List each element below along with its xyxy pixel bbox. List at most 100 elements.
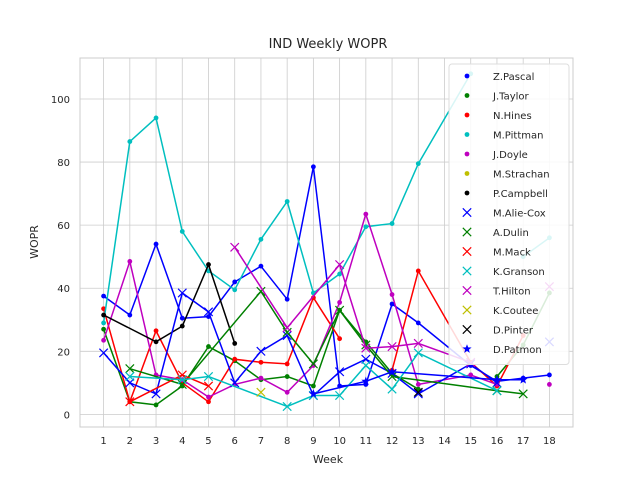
data-point [258, 359, 264, 365]
marker-stroke [462, 305, 472, 315]
legend-label: A.Dulin [493, 228, 529, 239]
data-point [258, 375, 264, 381]
x-tick-label: 4 [179, 436, 185, 447]
data-point [308, 359, 319, 369]
legend-marker [464, 151, 470, 157]
y-axis-label: WOPR [28, 225, 41, 259]
data-point [518, 374, 528, 384]
data-point [101, 326, 107, 332]
series-line [129, 290, 524, 395]
legend-item: A.Dulin [462, 227, 529, 239]
marker-stroke [177, 370, 187, 380]
y-tick-label: 60 [57, 221, 70, 232]
marker-stroke [203, 371, 214, 382]
marker-stroke [230, 242, 240, 252]
data-point [337, 336, 343, 342]
legend-label: M.Alie-Cox [493, 209, 546, 220]
data-point [413, 389, 423, 399]
x-tick-label: 9 [310, 436, 316, 447]
data-point [177, 370, 187, 380]
series-line [102, 73, 472, 324]
legend-item: M.Pittman [464, 131, 543, 142]
data-point [415, 382, 421, 387]
data-point [179, 323, 185, 329]
data-point [206, 394, 211, 400]
marker-stroke [256, 387, 266, 397]
marker-stroke [387, 341, 397, 352]
data-point [415, 268, 421, 274]
marker-stroke [334, 305, 345, 315]
data-point [153, 339, 159, 345]
series-k-granson [125, 348, 502, 412]
marker-stroke [334, 259, 345, 270]
data-point [284, 199, 290, 204]
series-k-coutee [256, 387, 266, 397]
x-tick-label: 7 [258, 436, 264, 447]
data-point [179, 229, 185, 234]
data-point [177, 375, 187, 385]
legend-marker [464, 112, 470, 118]
data-point [413, 338, 423, 349]
legend-marker [464, 132, 470, 137]
legend-label: D.Pinter [493, 326, 534, 337]
data-point [334, 390, 345, 401]
data-point [101, 320, 107, 326]
marker-stroke [98, 348, 109, 358]
legend-label: T.Hilton [492, 287, 531, 298]
marker-stroke [462, 324, 472, 335]
legend-marker [462, 227, 472, 237]
marker-stroke [282, 327, 292, 338]
data-point [153, 115, 159, 121]
marker-stroke [462, 246, 472, 257]
data-point [310, 383, 316, 389]
data-point [153, 241, 159, 247]
data-point [415, 320, 421, 326]
data-point [153, 402, 159, 408]
legend-marker [462, 344, 472, 353]
legend-item: D.Patmon [462, 344, 542, 356]
data-point [282, 323, 292, 333]
x-tick-label: 16 [491, 436, 504, 447]
marker-stroke [282, 401, 292, 412]
series-line [102, 296, 341, 405]
data-point [203, 371, 214, 382]
marker-stroke [125, 364, 135, 374]
marker-stroke [462, 227, 472, 237]
data-point [337, 271, 343, 277]
x-tick-label: 12 [386, 436, 399, 447]
data-point [492, 386, 502, 396]
legend-label: J.Doyle [492, 150, 528, 161]
data-point [282, 330, 292, 341]
x-tick-label: 14 [438, 436, 451, 447]
data-point [284, 389, 290, 395]
marker-stroke [492, 386, 502, 396]
data-point [546, 382, 552, 387]
data-point [232, 356, 238, 362]
x-tick-label: 5 [205, 436, 211, 447]
data-point [284, 296, 290, 302]
data-point [153, 328, 159, 334]
data-point [101, 293, 107, 299]
data-point [546, 372, 552, 378]
marker-stroke [177, 288, 187, 298]
series-d-pinter [413, 387, 423, 397]
data-point [363, 224, 369, 230]
legend-item: M.Alie-Cox [462, 207, 546, 220]
legend-item: K.Coutee [462, 305, 538, 317]
data-point [203, 381, 214, 391]
legend-item: M.Mack [462, 246, 531, 259]
data-point [308, 389, 318, 398]
y-tick-label: 20 [57, 347, 70, 358]
legend-label: M.Mack [493, 248, 531, 259]
data-point [334, 259, 345, 270]
marker-stroke [518, 389, 528, 399]
marker-stroke [387, 384, 397, 394]
data-point [179, 315, 185, 321]
x-tick-label: 17 [517, 436, 530, 447]
marker-stroke [177, 379, 187, 390]
data-point [98, 348, 109, 358]
marker-stroke [282, 330, 292, 341]
data-point [206, 399, 211, 405]
data-point [203, 307, 214, 317]
